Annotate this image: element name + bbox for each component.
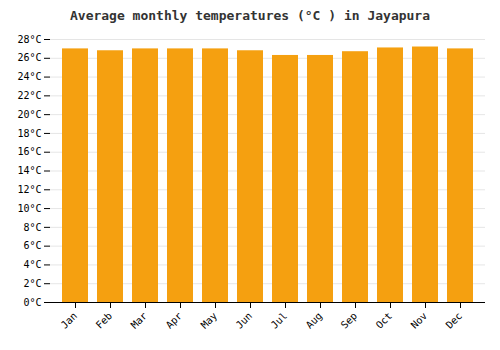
svg-text:Jul: Jul [269, 310, 290, 331]
svg-text:Jun: Jun [234, 310, 255, 331]
svg-text:2°C: 2°C [23, 278, 41, 289]
svg-text:22°C: 22°C [17, 90, 41, 101]
svg-text:Apr: Apr [164, 310, 185, 331]
svg-text:4°C: 4°C [23, 259, 41, 270]
svg-text:Nov: Nov [409, 310, 430, 331]
svg-text:6°C: 6°C [23, 240, 41, 251]
svg-text:May: May [199, 310, 220, 331]
svg-text:Aug: Aug [304, 310, 325, 331]
svg-text:18°C: 18°C [17, 128, 41, 139]
svg-text:20°C: 20°C [17, 109, 41, 120]
svg-text:10°C: 10°C [17, 203, 41, 214]
svg-text:12°C: 12°C [17, 184, 41, 195]
svg-text:26°C: 26°C [17, 52, 41, 63]
svg-text:Mar: Mar [129, 310, 150, 331]
html-text:Average monthly temperatures (: Average monthly temperatures (°C ) in Ja… [70, 8, 430, 23]
svg-text:14°C: 14°C [17, 165, 41, 176]
svg-text:Dec: Dec [444, 310, 465, 331]
svg-text:16°C: 16°C [17, 146, 41, 157]
svg-text:Oct: Oct [374, 310, 395, 331]
svg-text:Feb: Feb [94, 310, 115, 331]
svg-text:24°C: 24°C [17, 71, 41, 82]
svg-text:8°C: 8°C [23, 222, 41, 233]
svg-text:0°C: 0°C [23, 297, 41, 308]
svg-text:Jan: Jan [59, 310, 80, 331]
svg-text:28°C: 28°C [17, 34, 41, 45]
svg-text:Sep: Sep [339, 310, 360, 331]
